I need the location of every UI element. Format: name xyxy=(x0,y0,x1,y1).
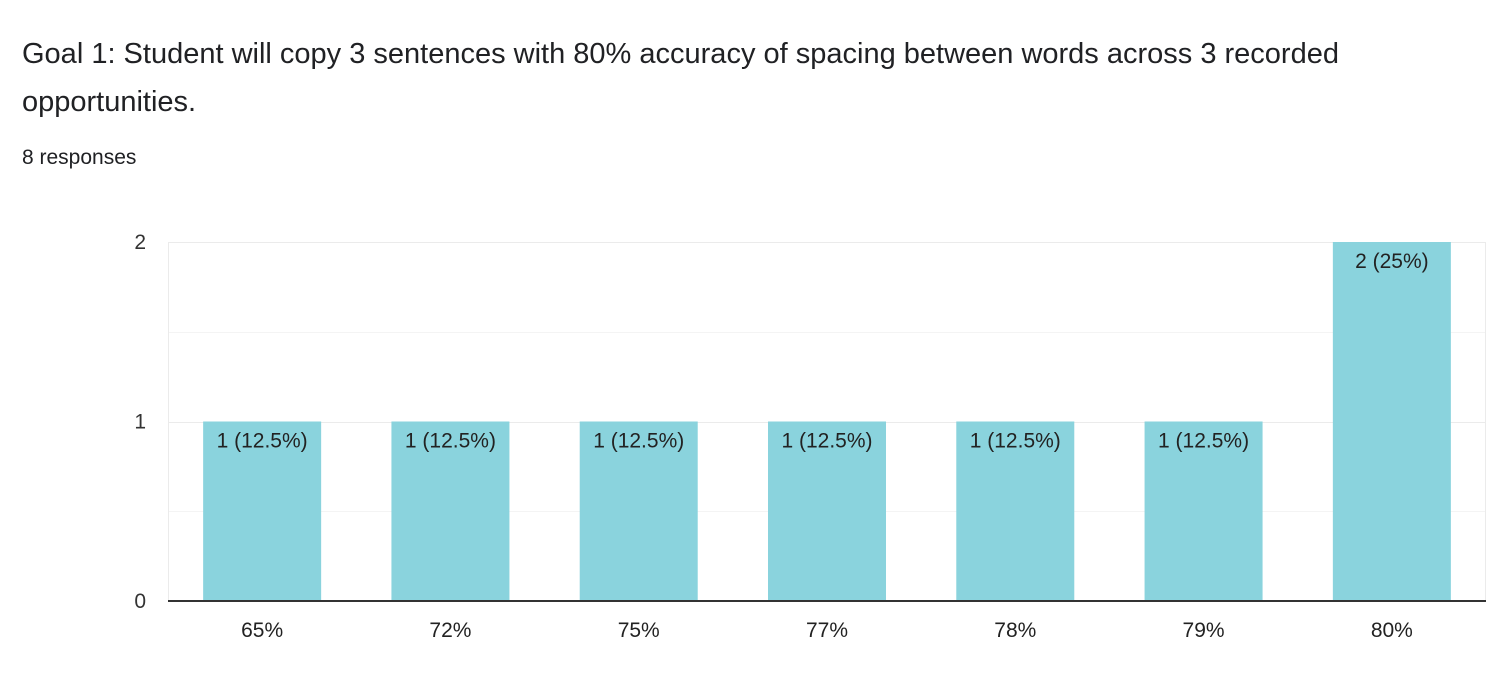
bar-77pct xyxy=(768,421,886,601)
bar-data-label: 1 (12.5%) xyxy=(593,430,684,453)
y-tick-label: 2 xyxy=(134,231,146,254)
question-title: Goal 1: Student will copy 3 sentences wi… xyxy=(22,38,1339,118)
bar-data-label: 2 (25%) xyxy=(1355,250,1429,273)
y-tick-label: 0 xyxy=(134,590,146,613)
bar-78pct xyxy=(956,421,1075,601)
bar-data-label: 1 (12.5%) xyxy=(970,430,1061,453)
bar-72pct xyxy=(391,421,510,601)
bar-79pct xyxy=(1144,421,1263,601)
bar-80pct xyxy=(1332,242,1451,601)
y-tick-label: 1 xyxy=(134,411,146,434)
chart-axes: 0 1 2 65% 72% 75% 77% 78% 79% 80% xyxy=(134,231,1486,642)
chart-bars xyxy=(203,242,1451,601)
bar-65pct xyxy=(203,421,322,601)
bar-data-label: 1 (12.5%) xyxy=(405,430,496,453)
x-tick-label: 75% xyxy=(618,619,660,642)
x-tick-label: 65% xyxy=(241,619,283,642)
bar-75pct xyxy=(579,421,698,601)
x-tick-label: 77% xyxy=(806,619,848,642)
response-count: 8 responses xyxy=(22,146,137,169)
bar-data-label: 1 (12.5%) xyxy=(781,430,872,453)
chart-data-labels: 1 (12.5%) 1 (12.5%) 1 (12.5%) 1 (12.5%) 1 (1… xyxy=(217,250,1429,453)
bar-data-label: 1 (12.5%) xyxy=(217,430,308,453)
x-tick-label: 72% xyxy=(429,619,471,642)
x-tick-label: 79% xyxy=(1183,619,1225,642)
x-tick-label: 80% xyxy=(1371,619,1413,642)
bar-data-label: 1 (12.5%) xyxy=(1158,430,1249,453)
x-tick-label: 78% xyxy=(994,619,1036,642)
